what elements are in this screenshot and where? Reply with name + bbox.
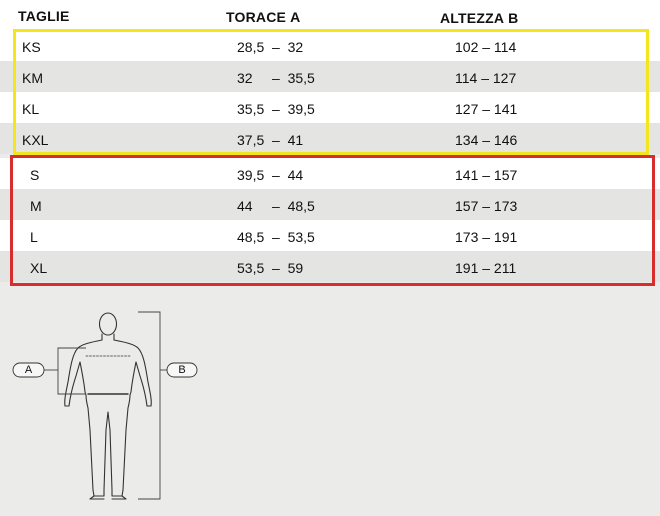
table-row: KS 28,5 – 32 102 – 114: [0, 30, 660, 61]
height-cell: 141 – 157: [455, 167, 518, 183]
size-cell: KL: [22, 101, 40, 117]
size-cell: M: [30, 198, 42, 214]
table-header: TAGLIE TORACE A ALTEZZA B: [0, 0, 660, 30]
label-b-badge: [166, 362, 198, 378]
chest-cell: 44 – 48,5: [237, 198, 315, 214]
chest-cell: 48,5 – 53,5: [237, 229, 315, 245]
table-row: S 39,5 – 44 141 – 157: [0, 158, 660, 189]
size-cell: KXL: [22, 132, 49, 148]
table-row: XL 53,5 – 59 191 – 211: [0, 251, 660, 282]
measurement-diagram: A B: [0, 300, 220, 511]
height-cell: 114 – 127: [455, 70, 517, 86]
chest-cell: 37,5 – 41: [237, 132, 304, 148]
height-cell: 191 – 211: [455, 260, 517, 276]
label-a: A: [24, 364, 33, 376]
table-row: KL 35,5 – 39,5 127 – 141: [0, 92, 660, 123]
chest-cell: 35,5 – 39,5: [237, 101, 315, 117]
label-a-badge: [12, 362, 45, 378]
header-height-label: ALTEZZA: [440, 10, 505, 26]
table-row: M 44 – 48,5 157 – 173: [0, 189, 660, 220]
height-cell: 173 – 191: [455, 229, 518, 245]
height-cell: 134 – 146: [455, 132, 518, 148]
header-chest: TORACE A: [226, 9, 300, 25]
header-height: ALTEZZA B: [440, 10, 518, 26]
chest-cell: 32 – 35,5: [237, 70, 315, 86]
height-cell: 157 – 173: [455, 198, 518, 214]
header-chest-letter: A: [290, 9, 301, 25]
size-cell: KM: [22, 70, 43, 86]
header-chest-label: TORACE: [226, 9, 287, 25]
label-b: B: [178, 364, 186, 376]
size-cell: S: [30, 167, 40, 183]
chest-cell: 39,5 – 44: [237, 167, 304, 183]
height-cell: 127 – 141: [455, 101, 518, 117]
body-figure-icon: [12, 311, 198, 500]
size-cell: L: [30, 229, 38, 245]
table-row: KXL 37,5 – 41 134 – 146: [0, 123, 660, 154]
header-height-letter: B: [508, 10, 519, 26]
size-cell: KS: [22, 39, 41, 55]
size-cell: XL: [30, 260, 48, 276]
height-cell: 102 – 114: [455, 39, 517, 55]
header-size: TAGLIE: [18, 8, 70, 24]
table-row: KM 32 – 35,5 114 – 127: [0, 61, 660, 92]
chest-cell: 28,5 – 32: [237, 39, 304, 55]
table-row: L 48,5 – 53,5 173 – 191: [0, 220, 660, 251]
chest-cell: 53,5 – 59: [237, 260, 304, 276]
